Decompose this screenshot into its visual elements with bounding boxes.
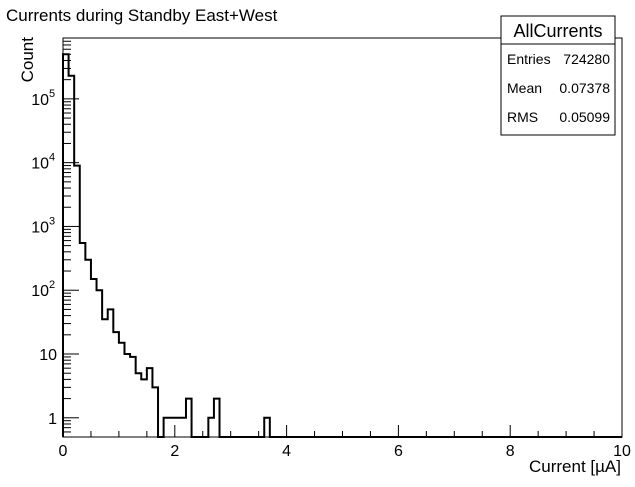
histogram-bin <box>164 418 170 437</box>
y-tick-label: 10 <box>39 347 57 364</box>
y-tick-label-exponent: 3 <box>49 215 55 227</box>
y-tick-label-base: 10 <box>31 283 49 300</box>
stats-entries-label: Entries <box>507 51 551 67</box>
stats-rms-value: 0.05099 <box>559 109 610 125</box>
y-tick-label-base: 10 <box>31 219 49 236</box>
y-tick-label: 10 <box>31 219 49 236</box>
stats-entries-value: 724280 <box>563 51 610 67</box>
x-tick-label: 0 <box>59 443 68 460</box>
histogram-bin <box>141 379 147 437</box>
histogram-bin <box>63 54 69 437</box>
y-tick-label-base: 10 <box>31 156 49 173</box>
histogram-bin <box>97 290 103 437</box>
y-axis-label: Count <box>18 37 37 83</box>
y-tick-label-exponent: 4 <box>49 152 55 164</box>
histogram-bin <box>175 418 181 437</box>
histogram-bin <box>85 260 91 437</box>
stats-mean-label: Mean <box>507 80 542 96</box>
histogram-bin <box>69 76 75 437</box>
y-tick-label: 10 <box>31 156 49 173</box>
histogram-bin <box>80 243 86 437</box>
stats-box-frame <box>500 15 616 136</box>
histogram-bin <box>124 354 130 437</box>
x-tick-label: 4 <box>282 443 291 460</box>
histogram-bin <box>186 399 192 437</box>
chart-title: Currents during Standby East+West <box>6 6 278 25</box>
x-tick-label: 2 <box>170 443 179 460</box>
histogram-bin <box>108 309 114 437</box>
histogram-bins <box>63 54 270 437</box>
y-tick-label-exponent: 5 <box>49 88 55 100</box>
histogram-bin <box>208 418 214 437</box>
histogram-bin <box>91 279 97 437</box>
x-tick-label: 8 <box>506 443 515 460</box>
histogram-bin <box>169 418 175 437</box>
histogram-series-line <box>62 53 622 438</box>
histogram-bin <box>102 319 108 437</box>
x-tick-label: 10 <box>613 443 631 460</box>
histogram-bin <box>119 343 125 437</box>
y-tick-label-base: 10 <box>31 92 49 109</box>
histogram-bin <box>264 418 270 437</box>
histogram-bin <box>147 368 153 437</box>
y-tick-label: 10 <box>31 92 49 109</box>
histogram-bin <box>152 387 158 437</box>
stats-rms-label: RMS <box>507 109 538 125</box>
x-tick-label: 6 <box>394 443 403 460</box>
histogram-bin <box>214 399 220 437</box>
histogram-bin <box>74 166 80 437</box>
stats-box: AllCurrents Entries 724280 Mean 0.07378 … <box>500 15 616 136</box>
histogram-bin <box>130 357 136 437</box>
y-tick-label: 10 <box>31 283 49 300</box>
stats-mean-value: 0.07378 <box>559 80 610 96</box>
x-axis-label: Current [µA] <box>529 457 621 476</box>
histogram-bin <box>180 418 186 437</box>
histogram-bin <box>136 373 142 437</box>
histogram-bin <box>113 332 119 437</box>
y-tick-label-exponent: 2 <box>49 279 55 291</box>
stats-box-title: AllCurrents <box>513 21 602 41</box>
y-tick-label: 1 <box>48 411 57 428</box>
